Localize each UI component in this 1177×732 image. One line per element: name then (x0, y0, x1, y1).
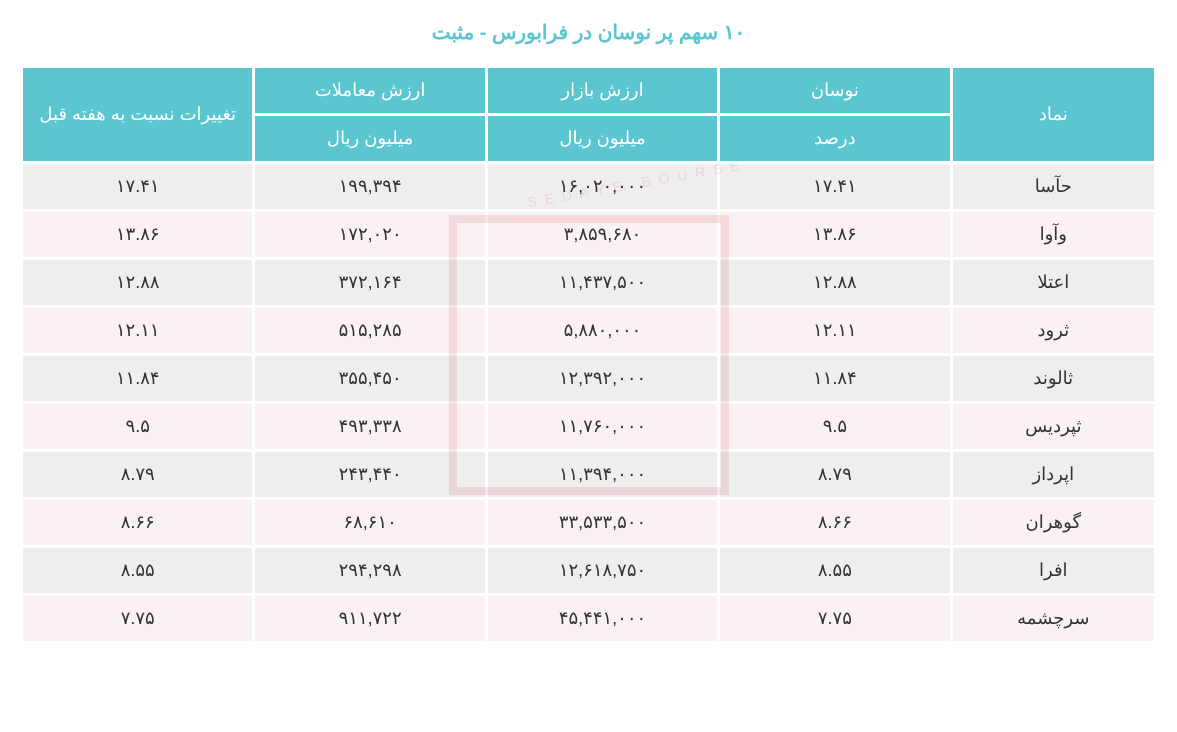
cell-trade-value: ۳۷۲,۱۶۴ (255, 260, 484, 305)
cell-volatility: ۷.۷۵ (720, 596, 949, 641)
table-header: نماد نوسان ارزش بازار ارزش معاملات تغییر… (23, 68, 1154, 161)
cell-market-value: ۱۱,۳۹۴,۰۰۰ (488, 452, 717, 497)
cell-market-value: ۱۱,۴۳۷,۵۰۰ (488, 260, 717, 305)
cell-change: ۱۷.۴۱ (23, 164, 252, 209)
cell-change: ۸.۶۶ (23, 500, 252, 545)
cell-volatility: ۱۱.۸۴ (720, 356, 949, 401)
cell-volatility: ۹.۵ (720, 404, 949, 449)
cell-volatility: ۸.۶۶ (720, 500, 949, 545)
cell-symbol: حآسا (953, 164, 1154, 209)
table-row: اعتلا۱۲.۸۸۱۱,۴۳۷,۵۰۰۳۷۲,۱۶۴۱۲.۸۸ (23, 260, 1154, 305)
cell-trade-value: ۱۷۲,۰۲۰ (255, 212, 484, 257)
header-volatility-unit: درصد (720, 116, 949, 161)
cell-symbol: ثرود (953, 308, 1154, 353)
cell-trade-value: ۲۹۴,۲۹۸ (255, 548, 484, 593)
cell-change: ۱۲.۱۱ (23, 308, 252, 353)
table-row: اپرداز۸.۷۹۱۱,۳۹۴,۰۰۰۲۴۳,۴۴۰۸.۷۹ (23, 452, 1154, 497)
table-row: سرچشمه۷.۷۵۴۵,۴۴۱,۰۰۰۹۱۱,۷۲۲۷.۷۵ (23, 596, 1154, 641)
header-trade-value-unit: میلیون ریال (255, 116, 484, 161)
table-row: وآوا۱۳.۸۶۳,۸۵۹,۶۸۰۱۷۲,۰۲۰۱۳.۸۶ (23, 212, 1154, 257)
cell-symbol: ثالوند (953, 356, 1154, 401)
cell-volatility: ۱۷.۴۱ (720, 164, 949, 209)
cell-trade-value: ۱۹۹,۳۹۴ (255, 164, 484, 209)
cell-market-value: ۱۲,۶۱۸,۷۵۰ (488, 548, 717, 593)
cell-trade-value: ۳۵۵,۴۵۰ (255, 356, 484, 401)
cell-change: ۷.۷۵ (23, 596, 252, 641)
cell-volatility: ۱۳.۸۶ (720, 212, 949, 257)
cell-symbol: افرا (953, 548, 1154, 593)
cell-market-value: ۳,۸۵۹,۶۸۰ (488, 212, 717, 257)
table-body: حآسا۱۷.۴۱۱۶,۰۲۰,۰۰۰۱۹۹,۳۹۴۱۷.۴۱وآوا۱۳.۸۶… (23, 164, 1154, 641)
cell-market-value: ۱۲,۳۹۲,۰۰۰ (488, 356, 717, 401)
table-row: ثپردیس۹.۵۱۱,۷۶۰,۰۰۰۴۹۳,۳۳۸۹.۵ (23, 404, 1154, 449)
cell-trade-value: ۵۱۵,۲۸۵ (255, 308, 484, 353)
cell-symbol: وآوا (953, 212, 1154, 257)
cell-change: ۱۳.۸۶ (23, 212, 252, 257)
cell-change: ۸.۵۵ (23, 548, 252, 593)
cell-change: ۸.۷۹ (23, 452, 252, 497)
table-title: ۱۰ سهم پر نوسان در فرابورس - مثبت (20, 20, 1157, 45)
cell-volatility: ۸.۵۵ (720, 548, 949, 593)
cell-symbol: اپرداز (953, 452, 1154, 497)
cell-market-value: ۱۱,۷۶۰,۰۰۰ (488, 404, 717, 449)
header-symbol: نماد (953, 68, 1154, 161)
cell-symbol: ثپردیس (953, 404, 1154, 449)
table-wrapper: SEDAYE BOURSE نماد نوسان ارزش بازار ارزش… (20, 65, 1157, 644)
cell-trade-value: ۲۴۳,۴۴۰ (255, 452, 484, 497)
cell-market-value: ۱۶,۰۲۰,۰۰۰ (488, 164, 717, 209)
cell-change: ۱۲.۸۸ (23, 260, 252, 305)
cell-trade-value: ۶۸,۶۱۰ (255, 500, 484, 545)
cell-change: ۱۱.۸۴ (23, 356, 252, 401)
header-change: تغییرات نسبت به هفته قبل (23, 68, 252, 161)
cell-symbol: گوهران (953, 500, 1154, 545)
header-volatility: نوسان (720, 68, 949, 113)
cell-market-value: ۵,۸۸۰,۰۰۰ (488, 308, 717, 353)
cell-volatility: ۱۲.۸۸ (720, 260, 949, 305)
cell-trade-value: ۹۱۱,۷۲۲ (255, 596, 484, 641)
cell-market-value: ۴۵,۴۴۱,۰۰۰ (488, 596, 717, 641)
cell-change: ۹.۵ (23, 404, 252, 449)
cell-symbol: اعتلا (953, 260, 1154, 305)
table-row: گوهران۸.۶۶۳۳,۵۳۳,۵۰۰۶۸,۶۱۰۸.۶۶ (23, 500, 1154, 545)
table-row: حآسا۱۷.۴۱۱۶,۰۲۰,۰۰۰۱۹۹,۳۹۴۱۷.۴۱ (23, 164, 1154, 209)
cell-volatility: ۱۲.۱۱ (720, 308, 949, 353)
header-market-value: ارزش بازار (488, 68, 717, 113)
stocks-table: نماد نوسان ارزش بازار ارزش معاملات تغییر… (20, 65, 1157, 644)
header-trade-value: ارزش معاملات (255, 68, 484, 113)
cell-trade-value: ۴۹۳,۳۳۸ (255, 404, 484, 449)
table-row: ثرود۱۲.۱۱۵,۸۸۰,۰۰۰۵۱۵,۲۸۵۱۲.۱۱ (23, 308, 1154, 353)
cell-symbol: سرچشمه (953, 596, 1154, 641)
cell-volatility: ۸.۷۹ (720, 452, 949, 497)
table-row: افرا۸.۵۵۱۲,۶۱۸,۷۵۰۲۹۴,۲۹۸۸.۵۵ (23, 548, 1154, 593)
table-row: ثالوند۱۱.۸۴۱۲,۳۹۲,۰۰۰۳۵۵,۴۵۰۱۱.۸۴ (23, 356, 1154, 401)
cell-market-value: ۳۳,۵۳۳,۵۰۰ (488, 500, 717, 545)
header-market-value-unit: میلیون ریال (488, 116, 717, 161)
